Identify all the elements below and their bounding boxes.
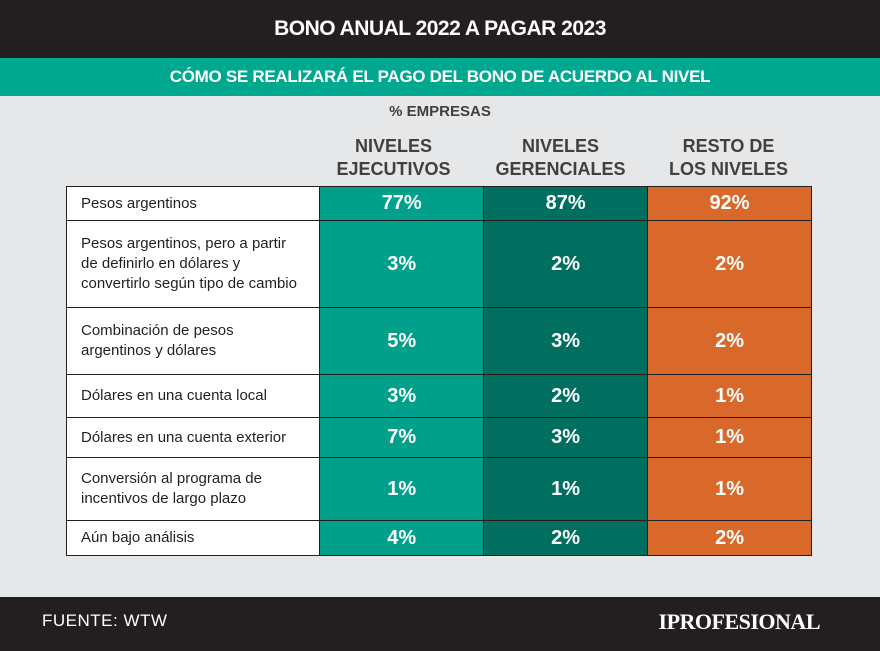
value-cell: 2% bbox=[483, 220, 649, 308]
data-table: Pesos argentinos 77% 87% 92% Pesos argentino… bbox=[65, 186, 812, 556]
row-label-line: Dólares en una cuenta local bbox=[81, 387, 267, 404]
value-cell: 3% bbox=[319, 374, 485, 418]
column-header-line: LOS NIVELES bbox=[668, 159, 789, 179]
row-label-line: convertirlo según tipo de cambio bbox=[81, 275, 297, 292]
table-row: Conversión al programa de incentivos de l… bbox=[65, 457, 812, 521]
column-header-line: EJECUTIVOS bbox=[336, 159, 451, 179]
row-label-line: Aún bajo análisis bbox=[81, 529, 195, 546]
table-row: Dólares en una cuenta exterior 7% 3% 1% bbox=[65, 417, 812, 458]
value-cell: 2% bbox=[483, 374, 649, 418]
row-label-line: argentinos y dólares bbox=[81, 342, 217, 359]
row-label: Conversión al programa de incentivos de l… bbox=[65, 457, 321, 521]
value-cell: 87% bbox=[483, 186, 649, 221]
subtitle: CÓMO SE REALIZARÁ EL PAGO DEL BONO DE AC… bbox=[169, 67, 711, 86]
subtitle-bar: CÓMO SE REALIZARÁ EL PAGO DEL BONO DE AC… bbox=[0, 58, 880, 96]
value-cell: 92% bbox=[647, 186, 812, 221]
table-row: Dólares en una cuenta local 3% 2% 1% bbox=[65, 374, 812, 418]
table-row: Pesos argentinos, pero a partir de defini… bbox=[65, 220, 812, 308]
source: FUENTE: WTW bbox=[42, 611, 168, 630]
row-label-line: de definirlo en dólares y bbox=[81, 255, 241, 272]
value-cell: 1% bbox=[647, 374, 812, 418]
column-header: NIVELES EJECUTIVOS bbox=[310, 135, 477, 181]
column-header-line: NIVELES bbox=[521, 136, 600, 156]
title: BONO ANUAL 2022 A PAGAR 2023 bbox=[274, 17, 606, 40]
value-cell: 7% bbox=[319, 417, 485, 458]
row-label-line: Dólares en una cuenta exterior bbox=[81, 428, 287, 446]
footer: FUENTE: WTW IPROFESIONAL bbox=[0, 597, 880, 651]
value-cell: 2% bbox=[647, 307, 812, 375]
table-row: Combinación de pesos argentinos y dólares… bbox=[65, 307, 812, 375]
value-cell: 3% bbox=[483, 417, 649, 458]
value-cell: 1% bbox=[647, 457, 812, 521]
column-header: NIVELES GERENCIALES bbox=[477, 135, 644, 181]
value-cell: 3% bbox=[483, 307, 649, 375]
column-header-line: NIVELES bbox=[354, 136, 433, 156]
row-label: Aún bajo análisis bbox=[65, 520, 321, 556]
value-cell: 3% bbox=[319, 220, 485, 308]
value-cell: 2% bbox=[483, 520, 649, 556]
row-label: Dólares en una cuenta local bbox=[65, 374, 321, 418]
value-cell: 1% bbox=[647, 417, 812, 458]
unit-label: % EMPRESAS bbox=[389, 103, 491, 120]
column-header-line: RESTO DE bbox=[682, 136, 775, 156]
column-header: RESTO DE LOS NIVELES bbox=[645, 135, 812, 181]
value-cell: 77% bbox=[319, 186, 485, 221]
row-label-line: Combinación de pesos bbox=[81, 322, 234, 339]
table-row: Pesos argentinos 77% 87% 92% bbox=[65, 186, 812, 221]
value-cell: 4% bbox=[319, 520, 485, 556]
row-label: Pesos argentinos bbox=[65, 186, 321, 221]
logo: IPROFESIONAL bbox=[658, 609, 821, 634]
row-label: Pesos argentinos, pero a partir de defini… bbox=[65, 220, 321, 308]
row-label-line: Conversión al programa de bbox=[81, 470, 262, 487]
value-cell: 2% bbox=[647, 220, 812, 308]
value-cell: 5% bbox=[319, 307, 485, 375]
row-label: Combinación de pesos argentinos y dólares bbox=[65, 307, 321, 375]
row-label-line: Pesos argentinos, pero a partir bbox=[81, 235, 287, 252]
value-cell: 1% bbox=[319, 457, 485, 521]
row-label-line: incentivos de largo plazo bbox=[81, 490, 247, 507]
row-label: Dólares en una cuenta exterior bbox=[65, 417, 321, 458]
column-header-line: GERENCIALES bbox=[495, 159, 626, 179]
value-cell: 1% bbox=[483, 457, 649, 521]
table-row: Aún bajo análisis 4% 2% 2% bbox=[65, 520, 812, 556]
value-cell: 2% bbox=[647, 520, 812, 556]
row-label-line: Pesos argentinos bbox=[81, 194, 197, 212]
title-bar: BONO ANUAL 2022 A PAGAR 2023 bbox=[0, 0, 880, 58]
